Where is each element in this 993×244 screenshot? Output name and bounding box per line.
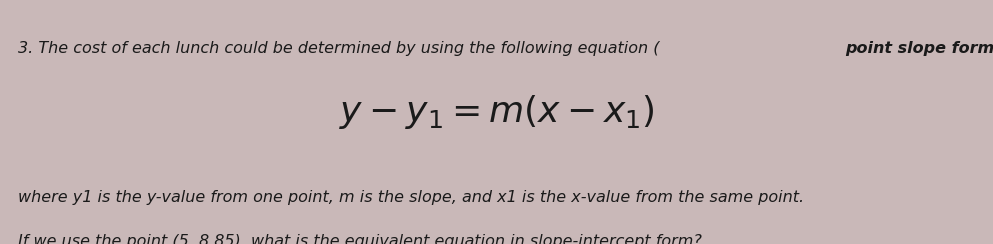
Text: $\mathit{y} - \mathit{y}_1 = \mathit{m}(\mathit{x} - \mathit{x}_1)$: $\mathit{y} - \mathit{y}_1 = \mathit{m}(… xyxy=(339,93,654,131)
Text: 3. The cost of each lunch could be determined by using the following equation (: 3. The cost of each lunch could be deter… xyxy=(18,41,659,56)
Text: where y1 is the y-value from one point, m is the slope, and x1 is the x-value fr: where y1 is the y-value from one point, … xyxy=(18,190,804,205)
Text: point slope form: point slope form xyxy=(846,41,993,56)
Text: If we use the point (5, 8.85), what is the equivalent equation in slope-intercep: If we use the point (5, 8.85), what is t… xyxy=(18,234,702,244)
